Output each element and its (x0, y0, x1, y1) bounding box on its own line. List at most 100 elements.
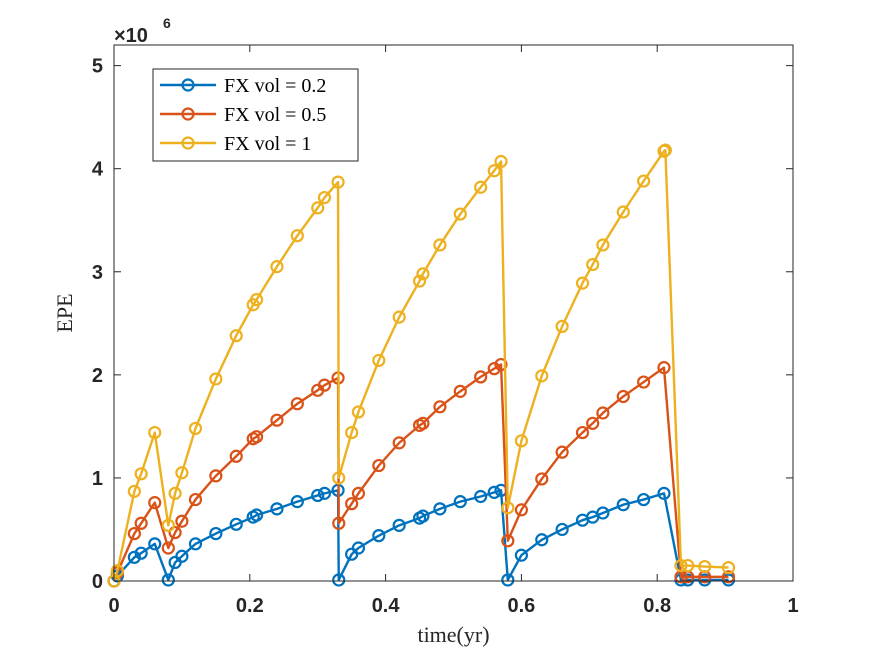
data-point (161, 541, 175, 555)
data-point (209, 372, 223, 386)
data-point (501, 501, 515, 515)
series-1 (107, 483, 736, 588)
series-line (112, 489, 729, 582)
data-point (453, 207, 467, 221)
data-point (501, 573, 515, 587)
data-point (249, 430, 264, 444)
data-point (616, 498, 630, 512)
series-line (112, 148, 729, 582)
data-point (416, 416, 430, 430)
data-point (127, 526, 141, 541)
y-tick-label: 0 (92, 571, 103, 593)
data-point (392, 310, 406, 324)
data-point (249, 508, 264, 522)
data-point (575, 425, 590, 440)
y-tick-label: 3 (92, 262, 103, 284)
data-point (332, 471, 346, 485)
data-point (474, 370, 488, 384)
y-tick-label: 2 (92, 365, 103, 387)
series-line (112, 363, 729, 582)
x-axis-title: time(yr) (417, 622, 489, 647)
data-point (555, 319, 569, 333)
data-point (209, 469, 223, 483)
data-point (416, 267, 430, 281)
data-point (372, 353, 386, 368)
data-point (351, 541, 366, 555)
legend: FX vol = 0.2 FX vol = 0.5 FX vol = 1 (152, 68, 359, 162)
data-point (616, 389, 630, 404)
data-point (175, 466, 189, 480)
x-tick-label: 0 (108, 595, 119, 617)
legend-marker (181, 136, 195, 150)
data-point (188, 492, 203, 507)
data-point (161, 573, 175, 587)
data-point (317, 378, 332, 392)
data-point (555, 522, 569, 537)
data-point (514, 503, 529, 517)
data-point (412, 274, 427, 288)
data-point (616, 205, 630, 219)
data-point (698, 559, 712, 574)
data-point (433, 400, 447, 414)
data-point (188, 421, 203, 436)
data-point (168, 525, 182, 540)
data-point (637, 375, 651, 389)
legend-item: FX vol = 1 (160, 133, 311, 155)
data-point (494, 357, 508, 372)
data-point (453, 384, 467, 398)
y-tick-label: 4 (92, 159, 104, 181)
data-point (345, 425, 359, 440)
data-point (514, 548, 529, 562)
legend-marker (181, 107, 195, 121)
y-tick-label: 5 (92, 56, 103, 78)
y-axis-exponent-base: ×10 (114, 25, 148, 47)
data-point (127, 484, 141, 498)
data-point (168, 486, 182, 500)
data-point (351, 486, 366, 500)
legend-label: FX vol = 0.2 (224, 75, 326, 97)
data-point (453, 495, 467, 509)
data-point (270, 502, 284, 516)
data-point (290, 229, 304, 243)
data-point (188, 537, 203, 551)
data-point (474, 180, 488, 194)
legend-label: FX vol = 1 (224, 133, 311, 155)
data-point (681, 558, 695, 573)
data-point (596, 238, 610, 252)
data-point (487, 362, 501, 376)
data-point (674, 558, 688, 573)
x-tick-label: 1 (787, 595, 798, 617)
y-tick-label: 1 (92, 468, 103, 490)
data-point (148, 425, 162, 440)
data-point (721, 570, 736, 584)
data-point (586, 416, 600, 430)
data-point (229, 449, 243, 463)
data-point (229, 517, 243, 531)
data-point (586, 257, 600, 272)
series-3 (107, 143, 736, 588)
y-axis-title: EPE (52, 293, 77, 332)
data-point (249, 293, 264, 307)
data-point (487, 164, 501, 178)
data-point (175, 549, 189, 563)
tick-labels: 0 0.2 0.4 0.6 0.8 1 0 1 2 3 4 5 (92, 56, 799, 617)
legend-item: FX vol = 0.2 (160, 75, 326, 97)
data-point (555, 445, 569, 459)
data-point (134, 546, 148, 560)
legend-label: FX vol = 0.5 (224, 104, 326, 126)
data-point (501, 534, 515, 548)
data-point (290, 495, 304, 509)
data-point (474, 489, 488, 504)
data-point (270, 413, 284, 427)
data-point (372, 458, 386, 473)
data-point (535, 369, 549, 383)
data-point (229, 329, 243, 343)
y-axis-exponent-power: 6 (163, 15, 171, 31)
data-point (596, 406, 610, 420)
data-point (372, 529, 386, 543)
data-point (637, 492, 651, 507)
data-point (575, 276, 590, 290)
x-tick-label: 0.2 (236, 595, 264, 617)
data-point (351, 405, 366, 419)
data-point (433, 502, 447, 516)
